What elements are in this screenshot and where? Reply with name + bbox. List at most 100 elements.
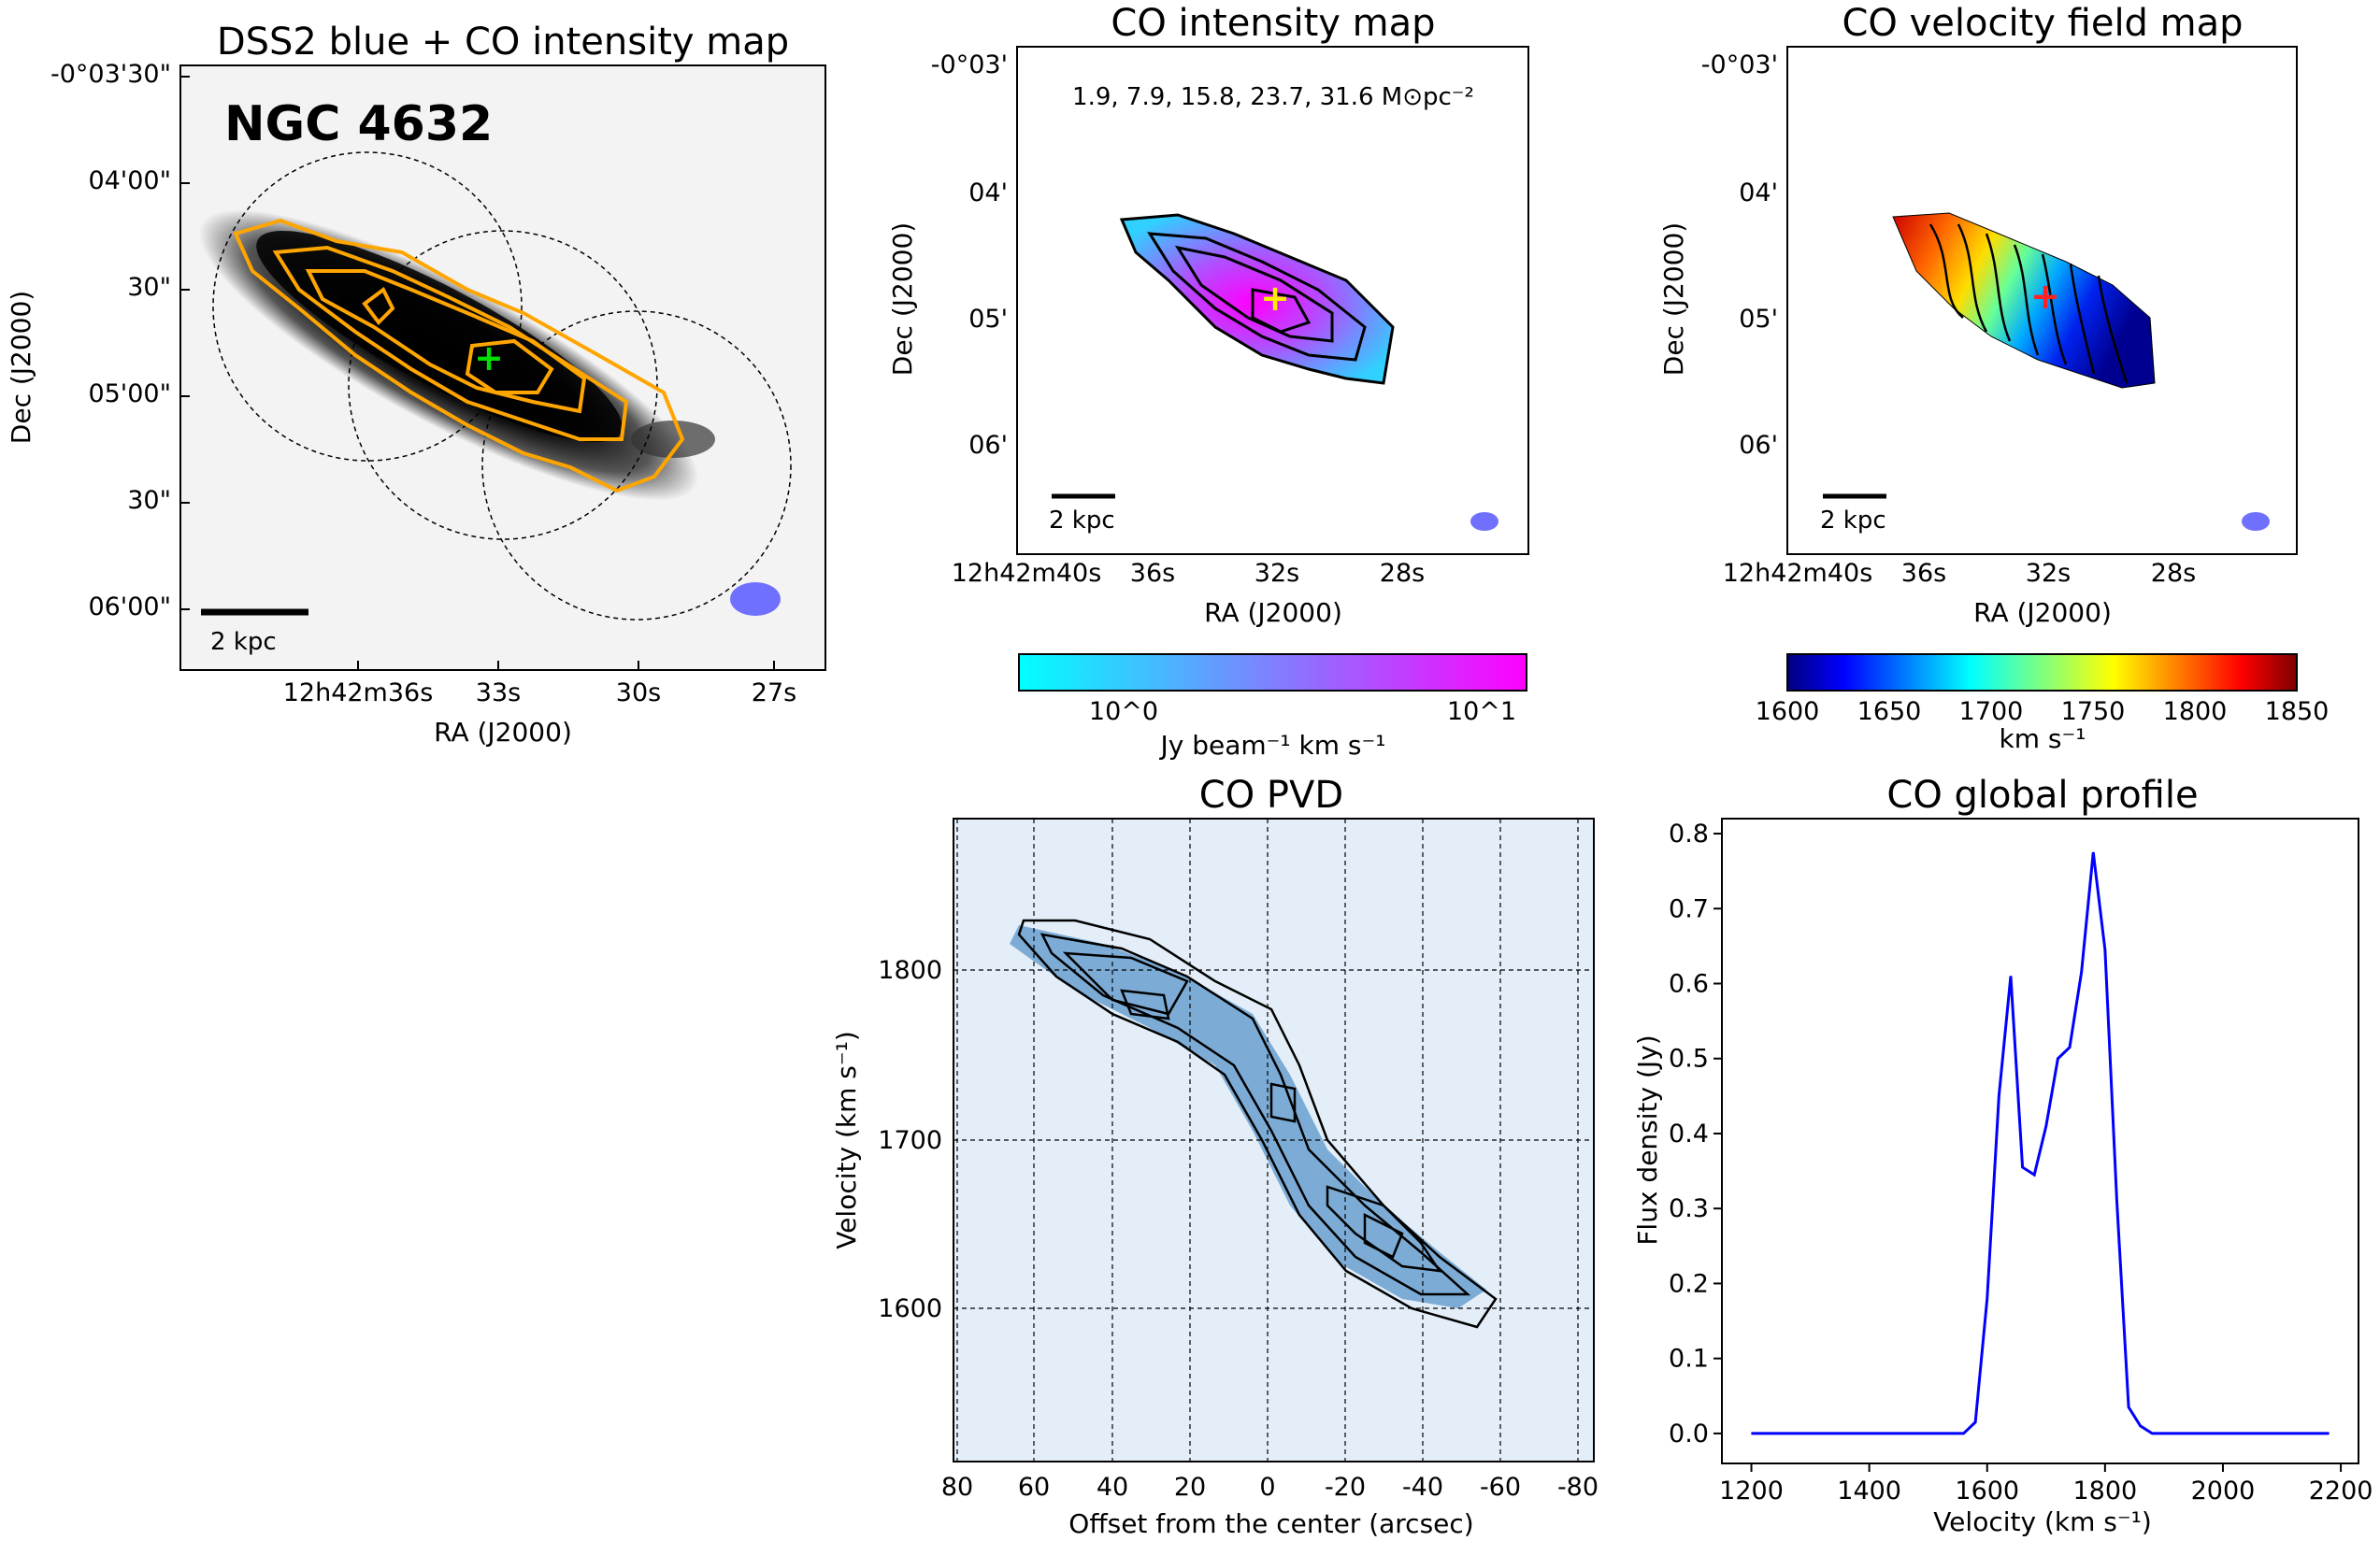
dss-beam — [730, 582, 781, 616]
mom1-ytick: -0°03' — [1701, 50, 1778, 79]
mom1-center-marker: + — [2030, 276, 2060, 317]
mom1-ytick: 04' — [1739, 178, 1778, 207]
dss-ytick: 30" — [127, 273, 171, 302]
profile-xtick-label: 1400 — [1837, 1477, 1901, 1505]
mom1-panel: CO velocity field map + 2 kpc -0°03' 04'… — [1658, 2, 2329, 754]
profile-point — [1974, 1421, 1976, 1423]
profile-point — [1963, 1433, 1965, 1434]
mom1-xtick: 28s — [2151, 559, 2196, 588]
profile-ytick-label: 0.2 — [1669, 1269, 1709, 1298]
dss-xlabel: RA (J2000) — [434, 717, 572, 748]
mom0-cbar-tick: 10^0 — [1089, 697, 1158, 726]
pvd-panel: CO PVD 80 60 40 20 0 -20 -40 - — [831, 774, 1599, 1539]
profile-ytick-label: 0.1 — [1669, 1345, 1709, 1374]
mom1-cbar-tick: 1850 — [2265, 697, 2330, 726]
co-contours-orange — [233, 218, 685, 493]
mom1-title: CO velocity field map — [1842, 2, 2243, 45]
mom0-title: CO intensity map — [1111, 2, 1435, 45]
pvd-xtick: 60 — [1018, 1473, 1050, 1502]
mom1-xtick: 32s — [2026, 559, 2071, 588]
profile-point — [1751, 1433, 1753, 1434]
mom0-ylabel: Dec (J2000) — [887, 222, 918, 376]
mom0-panel: CO intensity map 1.9, 7.9, 15.8, 23.7, 3… — [887, 2, 1529, 761]
dss-ytick: 30" — [127, 486, 171, 515]
profile-point — [2115, 1200, 2117, 1202]
pvd-xlabel: Offset from the center (arcsec) — [1068, 1508, 1473, 1539]
mom1-cbar-tick: 1650 — [1857, 697, 1922, 726]
profile-ytick-label: 0.0 — [1669, 1420, 1709, 1448]
mom1-xtick: 36s — [1901, 559, 1946, 588]
profile-title: CO global profile — [1886, 774, 2198, 817]
profile-axes: 1200 1400 1600 1800 2000 2200 0.0 0.1 0.2 0.3 0.4 0… — [1669, 820, 2373, 1505]
profile-ytick-label: 0.5 — [1669, 1045, 1709, 1074]
profile-point — [2033, 1174, 2035, 1176]
mom1-cbar-tick: 1600 — [1756, 697, 1820, 726]
profile-point — [2010, 975, 2012, 977]
pvd-ytick: 1700 — [878, 1126, 942, 1155]
dss-ytick: 05'00" — [88, 379, 171, 408]
pvd-xtick: 40 — [1097, 1473, 1128, 1502]
profile-frame — [1721, 818, 2359, 1464]
mom1-isovelocity-contours — [1928, 223, 2129, 384]
dss-panel: DSS2 blue + CO intensity map + NGC 4632 … — [6, 21, 826, 748]
mom0-ytick: 06' — [968, 431, 1008, 460]
pvd-xtick: -80 — [1557, 1473, 1599, 1502]
mom1-cbar-tick: 1800 — [2163, 697, 2228, 726]
mom0-colorbar — [1018, 653, 1527, 692]
pvd-xtick: -60 — [1480, 1473, 1521, 1502]
mom0-contours — [1147, 232, 1367, 362]
pvd-xtick: 20 — [1174, 1473, 1206, 1502]
profile-point — [2104, 949, 2106, 950]
mom1-beam — [2242, 512, 2270, 531]
mom0-scalebar-label: 2 kpc — [1049, 507, 1115, 535]
profile-point — [2140, 1425, 2142, 1427]
mom0-cbar-label: Jy beam⁻¹ km s⁻¹ — [1158, 730, 1385, 761]
profile-ytick-label: 0.3 — [1669, 1194, 1709, 1223]
profile-xtick-label: 2200 — [2309, 1477, 2373, 1505]
profile-ytick-label: 0.6 — [1669, 970, 1709, 999]
mom1-ytick: 06' — [1739, 431, 1778, 460]
profile-series — [1751, 851, 2330, 1435]
pvd-xtick: -40 — [1402, 1473, 1443, 1502]
profile-ylabel: Flux density (Jy) — [1632, 1034, 1663, 1245]
mom1-cbar-label: km s⁻¹ — [2000, 723, 2086, 754]
mom0-ytick: -0°03' — [931, 50, 1008, 79]
dss-xtick: 33s — [476, 678, 521, 707]
mom1-colorbar — [1786, 653, 2298, 692]
profile-ytick-label: 0.8 — [1669, 820, 1709, 849]
dss-galaxy-image — [198, 209, 715, 501]
mom0-center-marker: + — [1260, 278, 1290, 319]
profile-ytick-label: 0.4 — [1669, 1120, 1709, 1149]
dss-frame — [179, 64, 826, 671]
mom0-emission — [1119, 213, 1395, 385]
dss-scalebar-label: 2 kpc — [210, 628, 277, 656]
pvd-title: CO PVD — [1199, 774, 1343, 817]
mom0-xlabel: RA (J2000) — [1204, 597, 1342, 628]
profile-point — [2081, 971, 2083, 973]
pvd-xtick: 0 — [1259, 1473, 1275, 1502]
pvd-ytick: 1600 — [878, 1294, 942, 1323]
galaxy-name: NGC 4632 — [224, 96, 493, 152]
dss-ytick: -0°03'30" — [50, 60, 171, 89]
pvd-ylabel: Velocity (km s⁻¹) — [831, 1031, 862, 1249]
profile-point — [1986, 1297, 1988, 1299]
mom0-levels: 1.9, 7.9, 15.8, 23.7, 31.6 M⊙pc⁻² — [1072, 83, 1474, 111]
profile-point — [2069, 1047, 2071, 1049]
mom1-ylabel: Dec (J2000) — [1658, 222, 1689, 376]
field-circle-2 — [348, 230, 658, 540]
dss-xtick: 30s — [616, 678, 661, 707]
pvd-xtick: 80 — [941, 1473, 973, 1502]
profile-point — [2151, 1433, 2153, 1434]
profile-point — [2045, 1125, 2047, 1127]
mom1-frame — [1786, 46, 2298, 555]
mom1-ytick: 05' — [1739, 305, 1778, 334]
mom1-cbar-tick: 1750 — [2061, 697, 2126, 726]
pvd-ytick: 1800 — [878, 956, 942, 985]
mom0-ytick: 04' — [968, 178, 1008, 207]
mom0-xtick: 32s — [1255, 559, 1299, 588]
profile-point — [2022, 1166, 2024, 1168]
mom0-ytick: 05' — [968, 305, 1008, 334]
profile-ytick-label: 0.7 — [1669, 894, 1709, 923]
dss-xtick: 12h42m36s — [283, 678, 434, 707]
